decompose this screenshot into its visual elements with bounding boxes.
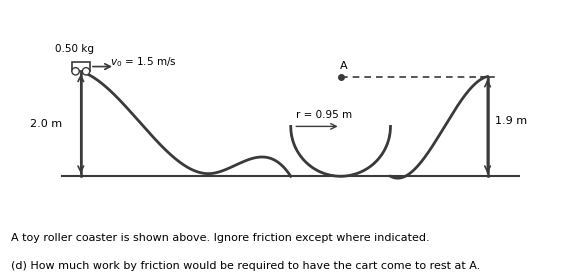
Text: 0.50 kg: 0.50 kg: [55, 44, 94, 54]
Text: 1.9 m: 1.9 m: [496, 116, 528, 126]
Circle shape: [82, 68, 90, 75]
FancyBboxPatch shape: [71, 62, 90, 71]
Text: (d) How much work by friction would be required to have the cart come to rest at: (d) How much work by friction would be r…: [11, 261, 481, 271]
Text: $v_0$ = 1.5 m/s: $v_0$ = 1.5 m/s: [110, 55, 176, 69]
Text: A: A: [339, 61, 347, 71]
Text: A toy roller coaster is shown above. Ignore friction except where indicated.: A toy roller coaster is shown above. Ign…: [11, 233, 430, 243]
Circle shape: [72, 68, 79, 75]
Text: r = 0.95 m: r = 0.95 m: [296, 110, 352, 120]
Text: 2.0 m: 2.0 m: [30, 119, 62, 129]
